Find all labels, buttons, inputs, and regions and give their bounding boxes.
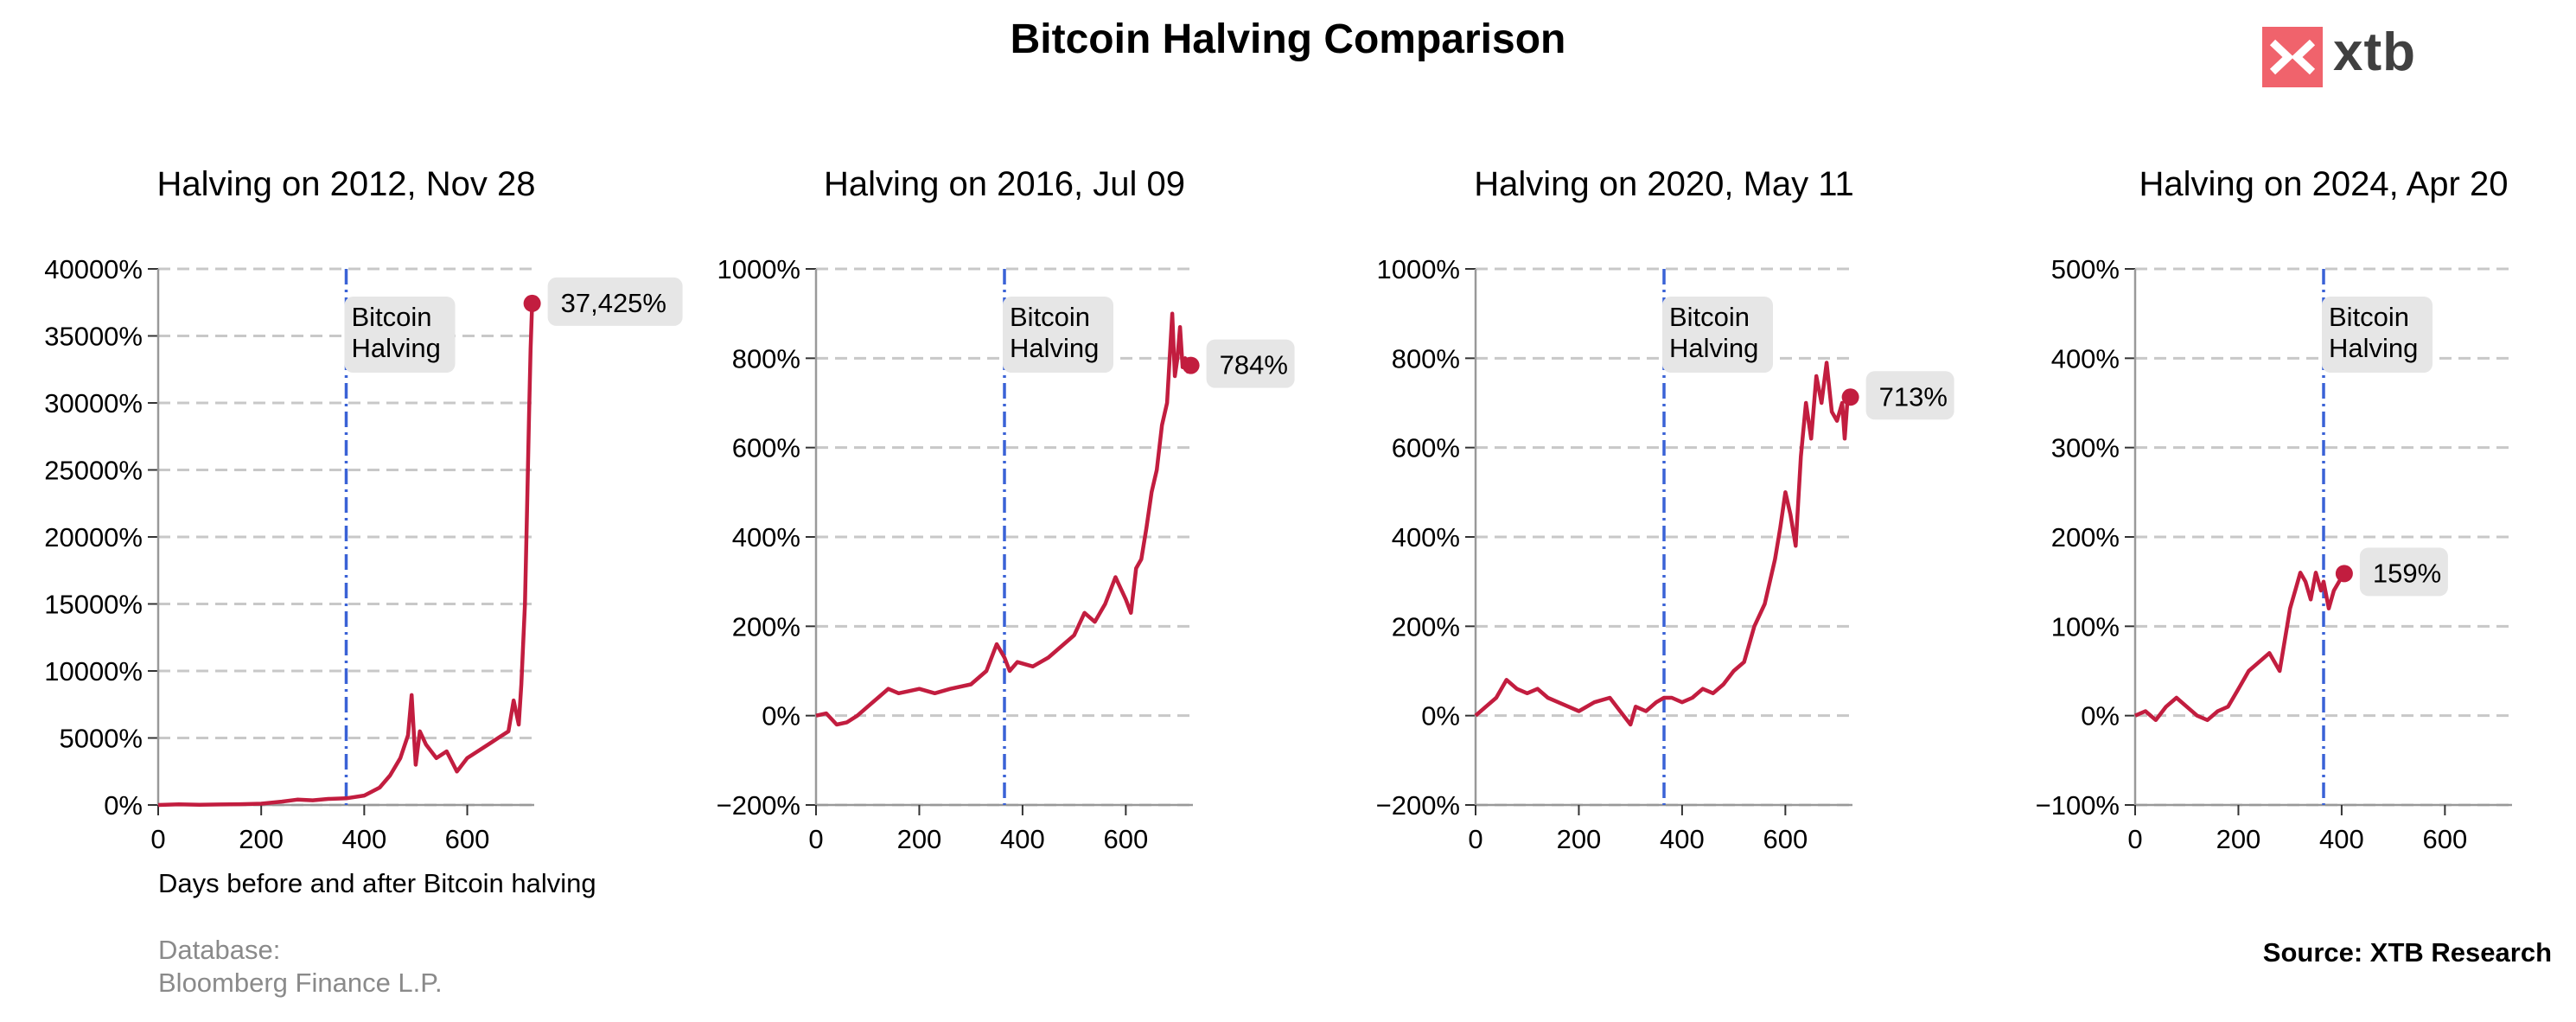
end-label-box [1865, 371, 1954, 420]
halving-label-box [344, 297, 456, 373]
y-tick-label: 35000% [44, 322, 143, 352]
end-point-marker [2335, 565, 2353, 583]
database-label: Database: [158, 935, 281, 965]
y-tick-label: 600% [1392, 433, 1460, 463]
price-change-line [2134, 571, 2346, 723]
y-tick-label: 1000% [1376, 254, 1460, 284]
y-tick-label: 0% [1421, 701, 1460, 731]
x-tick-label: 600 [1763, 824, 1808, 854]
x-tick-label: 400 [2319, 824, 2364, 854]
price-change-line [157, 303, 534, 808]
x-tick-label: 400 [1000, 824, 1045, 854]
y-tick-label: 20000% [44, 522, 143, 553]
chart-main-title: Bitcoin Halving Comparison [1010, 16, 1566, 62]
end-point-marker [1841, 388, 1859, 406]
x-tick-label: 400 [341, 824, 386, 854]
y-tick-label: 400% [2051, 343, 2120, 374]
chart-title: Halving on 2020, May 11 [1474, 165, 1854, 203]
x-tick-label: 600 [445, 824, 490, 854]
y-tick-label: 0% [104, 790, 143, 821]
end-label-box [2359, 547, 2448, 597]
halving-label-line-1: Bitcoin [352, 302, 432, 332]
logo-mark-icon [2262, 27, 2323, 87]
x-axis-label: Days before and after Bitcoin halving [158, 868, 596, 898]
y-tick-label: 800% [1392, 343, 1460, 374]
y-tick-label: 400% [732, 522, 800, 553]
x-tick-label: 600 [1103, 824, 1148, 854]
y-tick-label: 200% [732, 611, 800, 642]
halving-label-line-2: Halving [2329, 333, 2418, 363]
halving-label-line-1: Bitcoin [2329, 302, 2409, 332]
price-change-line [815, 311, 1193, 727]
halving-label-line-1: Bitcoin [1010, 302, 1090, 332]
database-caption: Database: Bloomberg Finance L.P. [158, 934, 443, 1000]
halving-label-box [1003, 297, 1113, 373]
chart-panel-4: Halving on 2024, Apr 20 −100% 0% 100% 200% 30… [2036, 165, 2512, 854]
chart-panel-3: Halving on 2020, May 11 −200% 0% 200% 400% 60… [1376, 165, 1954, 854]
x-tick-label: 600 [2422, 824, 2467, 854]
y-tick-label: 5000% [59, 724, 143, 754]
end-value-label: 784% [1220, 350, 1288, 380]
x-tick-label: 200 [897, 824, 942, 854]
chart-panel-1: Halving on 2012, Nov 28 0% 5000% 10000% 1500… [44, 165, 683, 898]
x-tick-label: 200 [239, 824, 284, 854]
y-tick-label: 200% [2051, 522, 2120, 553]
y-tick-label: 1000% [717, 254, 800, 284]
end-label-box [547, 277, 683, 326]
y-tick-label: 100% [2051, 611, 2120, 642]
x-tick-label: 0 [2127, 824, 2142, 854]
y-tick-label: 40000% [44, 254, 143, 284]
y-tick-label: 600% [732, 433, 800, 463]
end-value-label: 713% [1879, 381, 1948, 412]
y-tick-label: −100% [2036, 790, 2120, 821]
chart-title: Halving on 2012, Nov 28 [156, 165, 535, 203]
halving-label-line-2: Halving [1669, 333, 1758, 363]
x-tick-label: 0 [1468, 824, 1482, 854]
y-tick-label: 10000% [44, 656, 143, 687]
y-tick-label: 800% [732, 343, 800, 374]
chart-title: Halving on 2024, Apr 20 [2139, 165, 2509, 203]
y-tick-label: −200% [717, 790, 800, 821]
source-label: Source: XTB Research [2262, 937, 2552, 968]
end-value-label: 37,425% [561, 288, 666, 318]
end-point-marker [1182, 356, 1200, 374]
y-tick-label: −200% [1376, 790, 1460, 821]
end-label-box [1206, 339, 1295, 388]
logo-text: xtb [2333, 22, 2416, 82]
y-tick-label: 0% [762, 701, 800, 731]
chart-panel-2: Halving on 2016, Jul 09 −200% 0% 200% 400% 60… [717, 165, 1295, 854]
x-tick-label: 200 [2216, 824, 2261, 854]
y-tick-label: 30000% [44, 388, 143, 418]
x-tick-label: 0 [808, 824, 823, 854]
y-tick-label: 15000% [44, 590, 143, 620]
end-value-label: 159% [2373, 558, 2441, 588]
xtb-logo: xtb [2262, 22, 2444, 89]
chart-title: Halving on 2016, Jul 09 [824, 165, 1185, 203]
y-tick-label: 500% [2051, 254, 2120, 284]
y-tick-label: 300% [2051, 433, 2120, 463]
halving-label-line-2: Halving [1010, 333, 1099, 363]
halving-label-line-2: Halving [352, 333, 441, 363]
y-tick-label: 0% [2081, 701, 2120, 731]
halving-label-box [2322, 297, 2433, 373]
database-value: Bloomberg Finance L.P. [158, 968, 443, 998]
price-change-line [1474, 361, 1852, 727]
halving-label-line-1: Bitcoin [1669, 302, 1750, 332]
x-tick-label: 0 [150, 824, 165, 854]
y-tick-label: 400% [1392, 522, 1460, 553]
y-tick-label: 25000% [44, 456, 143, 486]
halving-label-box [1662, 297, 1773, 373]
end-point-marker [523, 294, 541, 312]
x-tick-label: 200 [1557, 824, 1602, 854]
y-tick-label: 200% [1392, 611, 1460, 642]
x-tick-label: 400 [1660, 824, 1705, 854]
